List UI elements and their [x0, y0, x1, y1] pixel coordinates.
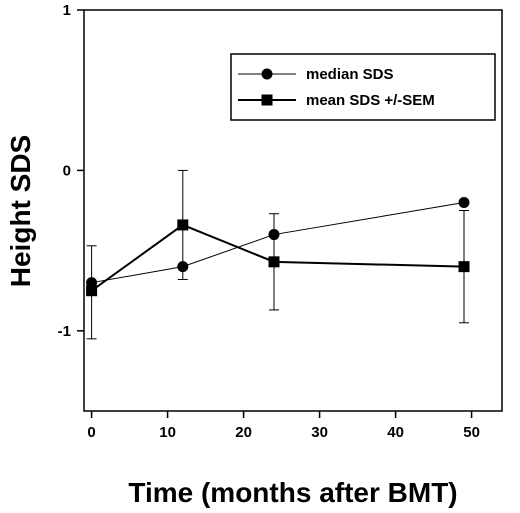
point-1-0: [86, 285, 98, 297]
y-axis: -1 0 1: [58, 2, 84, 340]
point-1-3: [458, 261, 470, 273]
series-line-0: [91, 201, 465, 284]
y-tick-label-0: 0: [63, 162, 71, 179]
x-tick-label-30: 30: [311, 424, 328, 441]
x-tick-label-40: 40: [387, 424, 404, 441]
x-tick-label-10: 10: [159, 424, 176, 441]
legend-box: [230, 53, 496, 121]
series-line-1: [91, 223, 465, 292]
legend-label-median: median SDS: [306, 66, 394, 83]
y-axis-title: Height SDS: [5, 135, 36, 287]
point-0-1: [177, 261, 189, 273]
series-layer: [86, 196, 470, 297]
x-tick-label-50: 50: [463, 424, 480, 441]
x-tick-label-20: 20: [235, 424, 252, 441]
error-bars: [86, 169, 469, 340]
legend-label-mean: mean SDS +/-SEM: [306, 92, 435, 109]
y-tick-label--1: -1: [58, 323, 71, 340]
x-axis-title: Time (months after BMT): [128, 477, 457, 508]
point-0-2: [268, 229, 280, 241]
x-tick-label-0: 0: [87, 424, 95, 441]
y-tick-label-1: 1: [63, 2, 71, 19]
x-axis: 0 10 20 30 40 50: [87, 411, 480, 441]
legend-marker-median: [261, 68, 273, 80]
plot-frame: [83, 9, 503, 412]
point-0-3: [458, 196, 470, 208]
point-1-1: [177, 219, 189, 231]
legend-marker-mean: [261, 94, 273, 106]
legend: median SDS mean SDS +/-SEM: [230, 53, 496, 121]
point-1-2: [268, 256, 280, 268]
